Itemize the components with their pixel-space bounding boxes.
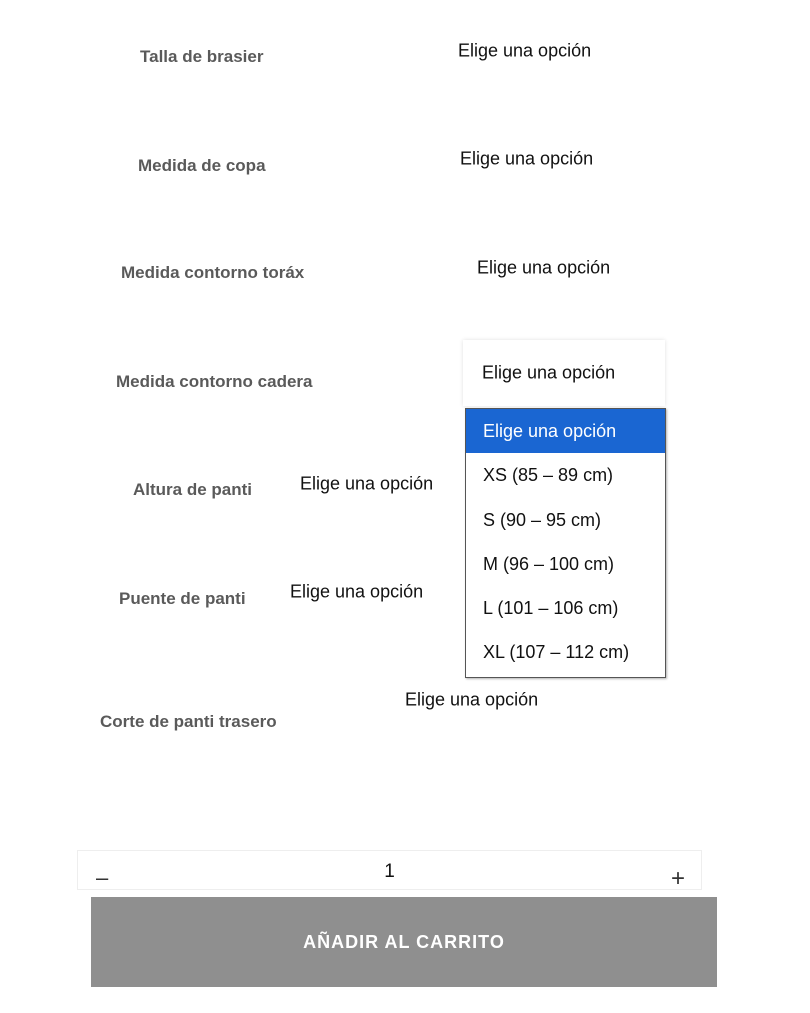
select-contorno-cadera-value: Elige una opción (482, 362, 616, 383)
label-contorno-cadera: Medida contorno cadera (116, 372, 313, 391)
select-medida-copa[interactable]: Elige una opción (460, 148, 594, 169)
label-talla-brasier: Talla de brasier (140, 47, 264, 66)
dropdown-option[interactable]: XL (107 – 112 cm) (483, 642, 630, 663)
decrease-quantity-button[interactable]: – (96, 865, 109, 890)
dropdown-option[interactable]: Elige una opción (466, 409, 665, 454)
increase-quantity-button[interactable]: + (670, 865, 685, 892)
add-to-cart-button[interactable]: AÑADIR AL CARRITO (91, 897, 717, 987)
dropdown-option[interactable]: L (101 – 106 cm) (483, 598, 619, 619)
select-contorno-torax[interactable]: Elige una opción (477, 257, 611, 278)
select-corte-panti-trasero[interactable]: Elige una opción (405, 689, 539, 710)
label-corte-panti-trasero: Corte de panti trasero (100, 712, 277, 731)
select-contorno-cadera[interactable]: Elige una opción (463, 340, 665, 406)
quantity-stepper: – 1 + (77, 850, 702, 892)
label-medida-copa: Medida de copa (138, 156, 266, 175)
dropdown-option[interactable]: S (90 – 95 cm) (483, 509, 602, 530)
dropdown-option[interactable]: M (96 – 100 cm) (483, 553, 615, 574)
select-altura-panti[interactable]: Elige una opción (300, 473, 434, 494)
label-puente-panti: Puente de panti (119, 589, 246, 608)
label-altura-panti: Altura de panti (133, 480, 253, 499)
dropdown-option[interactable]: XS (85 – 89 cm) (483, 465, 614, 486)
select-puente-panti[interactable]: Elige una opción (290, 581, 424, 602)
label-contorno-torax: Medida contorno toráx (121, 263, 305, 282)
dropdown-list-contorno-cadera[interactable]: Elige una opción XS (85 – 89 cm) S (90 –… (465, 408, 666, 678)
select-talla-brasier[interactable]: Elige una opción (458, 40, 592, 61)
quantity-input[interactable]: 1 (384, 861, 395, 882)
